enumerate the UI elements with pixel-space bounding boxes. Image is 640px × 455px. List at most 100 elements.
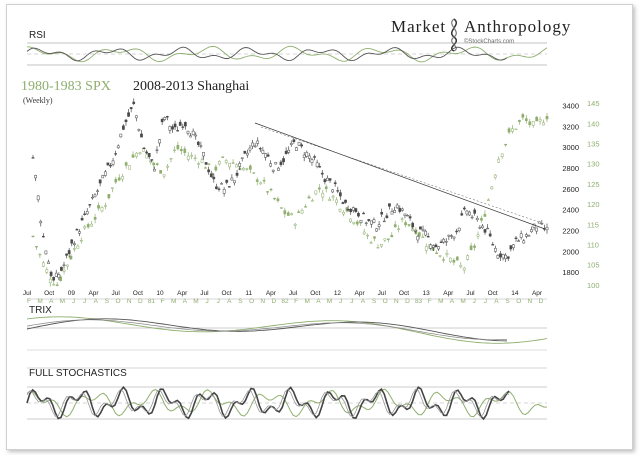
- price-bar-body: [96, 190, 99, 192]
- price-bar-body: [362, 212, 365, 215]
- price-bar-body: [47, 261, 50, 264]
- price-bar-body: [367, 219, 371, 221]
- shanghai-tick-label: 1800: [562, 268, 579, 277]
- price-bar-body: [66, 264, 69, 267]
- price-bar-body: [395, 204, 399, 209]
- spx-tick-label: 115: [587, 220, 599, 229]
- price-bar-body: [328, 199, 332, 202]
- shanghai-tick-label: 2800: [562, 164, 579, 173]
- spx-x-tick: J: [484, 298, 487, 305]
- price-bar-body: [328, 178, 332, 181]
- price-bar-body: [116, 145, 120, 149]
- spx-x-tick: N: [260, 298, 265, 305]
- spx-tick-label: 125: [587, 180, 600, 189]
- shanghai-tick-label: 3400: [562, 101, 579, 110]
- price-bar-body: [335, 199, 338, 203]
- price-bar-body: [253, 145, 257, 148]
- price-bar-body: [88, 204, 92, 206]
- price-bar-body: [176, 144, 180, 150]
- price-bar-body: [462, 207, 466, 210]
- price-bar-body: [512, 244, 515, 249]
- spx-x-tick: O: [516, 298, 521, 305]
- price-bar-body: [55, 284, 59, 286]
- shanghai-tick-label: 2200: [562, 226, 579, 235]
- price-bar-body: [186, 155, 190, 160]
- price-bar-body: [207, 163, 211, 165]
- price-bar-body: [240, 157, 244, 159]
- price-bar-body: [135, 152, 138, 157]
- spx-tick-label: 135: [587, 139, 600, 148]
- brand-name-left: Market: [391, 17, 446, 36]
- price-bar-body: [352, 221, 356, 224]
- price-bar-body: [397, 228, 401, 230]
- price-bar-body: [490, 186, 494, 190]
- spx-x-tick: M: [305, 298, 310, 305]
- price-bar-body: [346, 208, 350, 211]
- dna-helix-icon: [451, 18, 457, 52]
- price-bar-body: [416, 236, 420, 241]
- shanghai-x-tick: 13: [423, 290, 431, 297]
- price-bar-body: [302, 154, 306, 158]
- price-bar-body: [101, 175, 105, 179]
- price-bar-body: [386, 238, 390, 240]
- price-bar-body: [168, 126, 172, 131]
- price-bar-body: [129, 107, 133, 110]
- price-bar-body: [160, 119, 164, 123]
- price-bar-body: [31, 157, 35, 159]
- price-bar-body: [97, 205, 100, 209]
- price-bar-body: [228, 162, 231, 168]
- price-bar-body: [248, 147, 252, 151]
- shanghai-tick-label: 2600: [562, 185, 579, 194]
- price-bar-body: [304, 206, 307, 208]
- spx-x-tick: S: [505, 298, 510, 305]
- spx-x-tick: M: [193, 298, 198, 305]
- spx-x-tick: J: [217, 298, 220, 305]
- price-bar-body: [462, 267, 466, 271]
- price-bar-body: [85, 211, 89, 215]
- price-bar-body: [159, 170, 162, 174]
- price-bar-body: [176, 130, 179, 132]
- spx-x-tick: O: [116, 298, 121, 305]
- price-bar-body: [80, 217, 84, 221]
- price-bar-body: [93, 217, 97, 220]
- price-bar-body: [158, 139, 161, 144]
- price-bar-body: [300, 210, 304, 214]
- trix-spx-line: [26, 316, 548, 344]
- price-bar-body: [217, 188, 221, 190]
- shanghai-x-tick: Apr: [355, 290, 366, 297]
- price-bar-body: [444, 241, 448, 243]
- price-bar-body: [199, 145, 203, 147]
- price-bar-body: [497, 158, 501, 163]
- price-bar-body: [173, 123, 177, 128]
- price-bar-body: [79, 240, 83, 242]
- price-bar-body: [107, 194, 111, 199]
- spx-x-axis: F M A M J J A S O N D 81 F M A M J J A S O N D 82 F M A M J J A S O N D 83 F…: [27, 298, 544, 305]
- price-bar-body: [179, 149, 183, 152]
- price-bar-body: [324, 186, 328, 190]
- price-bar-body: [326, 177, 329, 182]
- price-bar-body: [491, 244, 495, 246]
- price-bar-body: [44, 250, 48, 255]
- price-bar-body: [419, 226, 422, 230]
- spx-x-tick: M: [171, 298, 176, 305]
- price-bar-body: [401, 208, 404, 211]
- price-bar-body: [73, 248, 76, 250]
- price-bar-body: [59, 276, 62, 281]
- price-bar-body: [38, 253, 42, 256]
- price-bar-body: [137, 129, 141, 131]
- price-bar-body: [455, 230, 458, 233]
- price-bar-body: [413, 229, 417, 232]
- price-bar-body: [83, 226, 87, 229]
- price-bar-body: [235, 172, 239, 176]
- spx-x-tick: O: [249, 298, 254, 305]
- shanghai-tick-label: 3200: [562, 122, 579, 131]
- stochastics-panel: FULL STOCHASTICS: [26, 367, 548, 421]
- price-bar-body: [308, 155, 311, 159]
- price-bar-body: [67, 250, 71, 255]
- shanghai-x-axis: Jul Oct 09 Apr Jul Oct 10 Apr Jul Oct 11 Apr Jul Oct 1…: [23, 290, 543, 297]
- spx-x-tick: A: [494, 298, 499, 305]
- spx-tick-label: 110: [587, 241, 599, 250]
- price-bar-body: [155, 163, 159, 165]
- spx-series: [31, 113, 549, 287]
- price-bar-body: [261, 150, 265, 154]
